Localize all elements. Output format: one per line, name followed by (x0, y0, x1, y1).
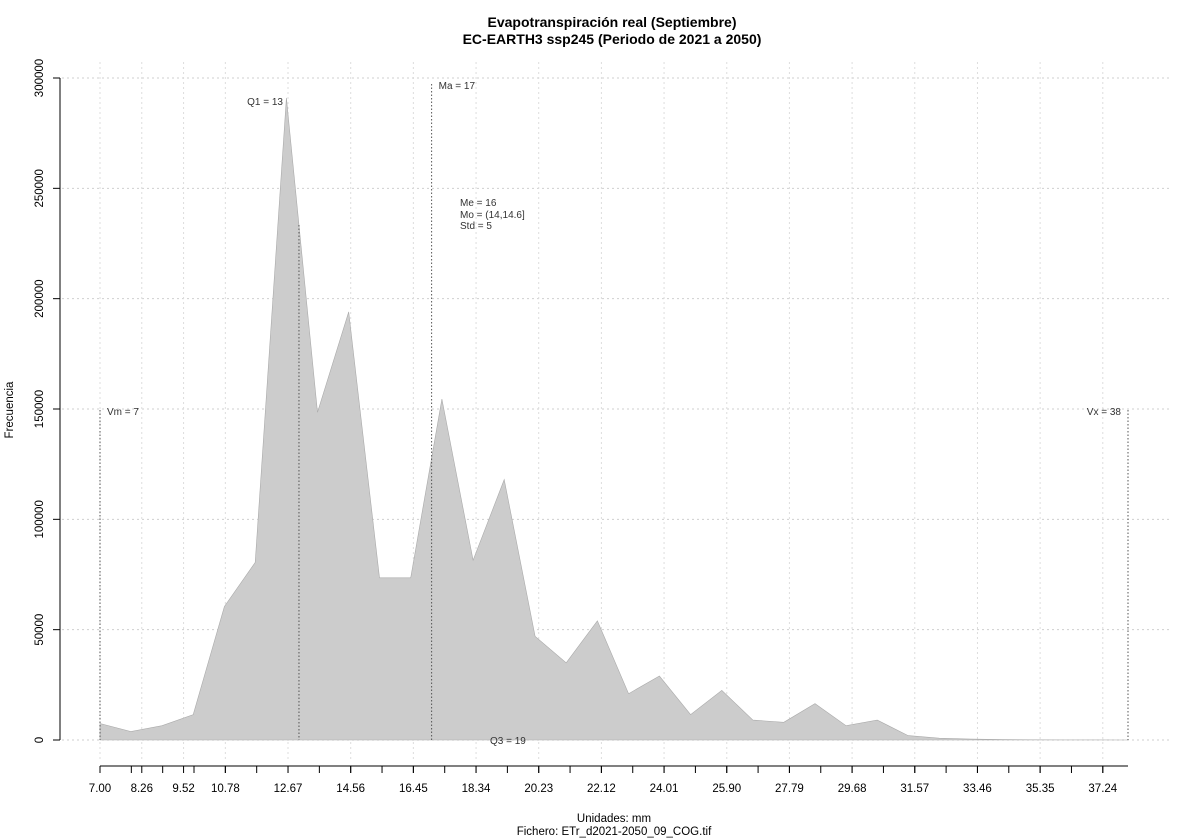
caption: Fichero: ETr_d2021-2050_09_COG.tif (517, 826, 712, 838)
x-tick-label: 7.00 (89, 783, 111, 795)
x-tick-label: 8.26 (131, 783, 153, 795)
x-tick-label: 12.67 (274, 783, 303, 795)
x-tick-label: 10.78 (211, 783, 240, 795)
y-tick-label: 100000 (34, 500, 46, 538)
x-axis-label: Unidades: mm (577, 813, 651, 825)
x-tick-label: 31.57 (900, 783, 929, 795)
y-axis: 0 50000 100000 150000 200000 250000 300000 (34, 59, 61, 743)
y-tick-label: 300000 (34, 59, 46, 97)
stats-box: Me = 16 Mo = (14,14.6] Std = 5 (460, 198, 525, 232)
chart-subtitle: EC-EARTH3 ssp245 (Periodo de 2021 a 2050… (463, 31, 762, 47)
stats-mode: Mo = (14,14.6] (460, 210, 525, 221)
y-tick-label: 150000 (34, 390, 46, 428)
y-tick-label: 200000 (34, 279, 46, 317)
x-tick-label: 14.56 (336, 783, 365, 795)
marker-label: Ma = 17 (439, 81, 476, 92)
x-tick-label: 29.68 (838, 783, 867, 795)
x-axis: 7.00 8.26 9.52 10.78 12.67 14.56 16.45 18.34 20.… (89, 765, 1128, 795)
x-tick-label: 33.46 (963, 783, 992, 795)
x-tick-label: 27.79 (775, 783, 804, 795)
x-tick-label: 18.34 (462, 783, 491, 795)
marker-label: Q3 = 19 (490, 736, 526, 747)
y-tick-label: 0 (34, 737, 46, 743)
marker-lines: Vm = 7 Q1 = 13 Ma = 17 Q3 = 19 Vx = 38 (99, 81, 1129, 747)
chart-title: Evapotranspiración real (Septiembre) (488, 14, 737, 30)
x-tick-label: 37.24 (1088, 783, 1117, 795)
y-axis-label: Frecuencia (4, 381, 16, 438)
x-tick-label: 16.45 (399, 783, 428, 795)
marker-label: Q1 = 13 (247, 97, 283, 108)
marker-label: Vm = 7 (107, 407, 139, 418)
stats-median: Me = 16 (460, 198, 497, 209)
x-tick-label: 20.23 (524, 783, 553, 795)
x-tick-label: 9.52 (172, 783, 194, 795)
x-tick-label: 22.12 (587, 783, 616, 795)
x-tick-label: 25.90 (712, 783, 741, 795)
marker-label: Vx = 38 (1087, 407, 1122, 418)
x-tick-label: 24.01 (650, 783, 679, 795)
y-tick-label: 250000 (34, 169, 46, 207)
x-tick-label: 35.35 (1026, 783, 1055, 795)
frequency-area (99, 97, 1129, 741)
y-tick-label: 50000 (34, 614, 46, 646)
stats-std: Std = 5 (460, 221, 492, 232)
